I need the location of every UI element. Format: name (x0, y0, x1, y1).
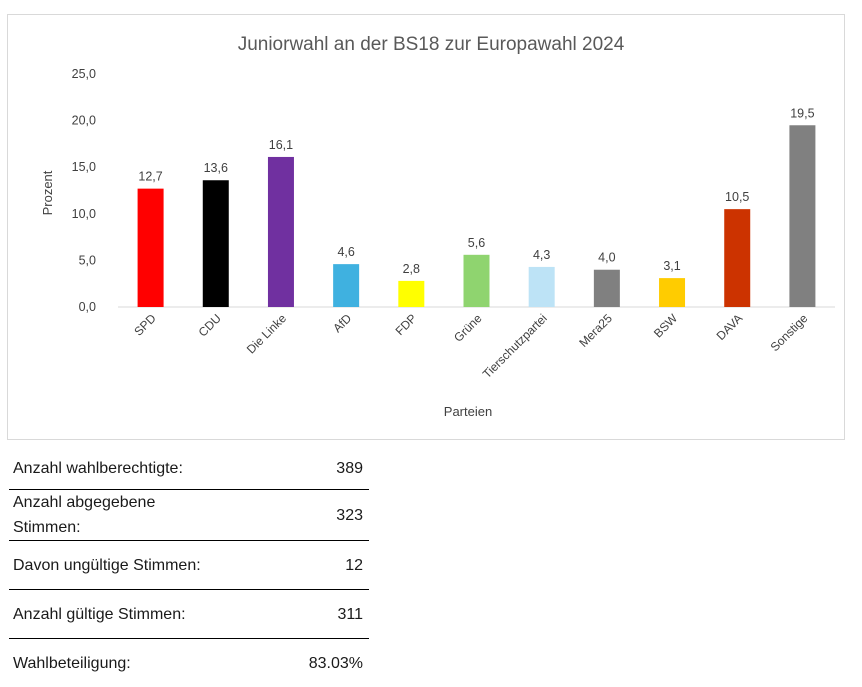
x-tick-label: Mera25 (576, 311, 615, 350)
x-tick-label: Tierschutzpartei (480, 311, 550, 381)
y-tick-label: 0,0 (79, 300, 96, 314)
y-tick-label: 15,0 (72, 160, 96, 174)
bar-tierschutzpartei (529, 267, 555, 307)
x-tick-label: FDP (393, 311, 420, 338)
y-tick-label: 20,0 (72, 114, 96, 128)
x-tick-label: SPD (131, 311, 159, 339)
chart-title: Juniorwahl an der BS18 zur Europawahl 20… (238, 34, 625, 55)
stats-row-eligible: Anzahl wahlberechtigte: 389 (9, 448, 369, 490)
stats-label: Davon ungültige Stimmen: (9, 541, 227, 590)
y-tick-label: 10,0 (72, 207, 96, 221)
bar-sonstige (789, 125, 815, 307)
x-tick-label: Sonstige (768, 311, 811, 354)
bar-spd (138, 189, 164, 307)
bar-series: 12,7 13,6 16,1 4,6 2,8 5,6 4,3 4,0 3,1 10,5 19,5 (138, 106, 816, 307)
stats-label: Anzahl abgegebene Stimmen: (9, 490, 227, 541)
data-label: 10,5 (725, 190, 749, 204)
chart-container: Juniorwahl an der BS18 zur Europawahl 20… (7, 14, 845, 440)
bar-die-linke (268, 157, 294, 307)
x-tick-label: Die Linke (244, 311, 290, 357)
y-tick-label: 25,0 (72, 67, 96, 81)
y-axis-ticks: 0,0 5,0 10,0 15,0 20,0 25,0 (72, 67, 96, 314)
x-axis-categories: SPD CDU Die Linke AfD FDP GrüneTierschutzpart… (131, 311, 810, 381)
stats-label: Anzahl gültige Stimmen: (9, 590, 227, 639)
bar-chart: Juniorwahl an der BS18 zur Europawahl 20… (8, 15, 846, 441)
stats-value: 389 (227, 448, 369, 490)
bar-mera25 (594, 270, 620, 307)
bar-bsw (659, 278, 685, 307)
stats-value: 12 (227, 541, 369, 590)
y-axis-title: Prozent (40, 170, 55, 215)
data-label: 4,3 (533, 248, 550, 262)
bar-cdu (203, 180, 229, 307)
data-label: 4,0 (598, 251, 615, 265)
stats-table: Anzahl wahlberechtigte: 389 Anzahl abgeg… (9, 448, 369, 687)
data-label: 4,6 (337, 245, 354, 259)
stats-value: 83.03% (227, 639, 369, 687)
bar-fdp (398, 281, 424, 307)
y-tick-label: 5,0 (79, 253, 96, 267)
bar-dava (724, 209, 750, 307)
stats-label: Wahlbeteiligung: (9, 639, 227, 687)
data-label: 5,6 (468, 236, 485, 250)
stats-row-valid: Anzahl gültige Stimmen: 311 (9, 590, 369, 639)
x-tick-label: Grüne (451, 311, 485, 345)
stats-row-invalid: Davon ungültige Stimmen: 12 (9, 541, 369, 590)
x-tick-label: BSW (651, 311, 681, 341)
bar-gr-ne (464, 255, 490, 307)
x-tick-label: DAVA (714, 311, 746, 343)
stats-value: 311 (227, 590, 369, 639)
stats-row-turnout: Wahlbeteiligung: 83.03% (9, 639, 369, 687)
data-label: 3,1 (663, 259, 680, 273)
data-label: 2,8 (403, 262, 420, 276)
data-label: 16,1 (269, 138, 293, 152)
stats-value: 323 (227, 490, 369, 541)
data-label: 13,6 (204, 161, 228, 175)
x-axis-title: Parteien (444, 404, 492, 419)
bar-afd (333, 264, 359, 307)
stats-row-cast: Anzahl abgegebene Stimmen: 323 (9, 490, 369, 541)
x-tick-label: CDU (196, 311, 224, 339)
data-label: 12,7 (138, 170, 162, 184)
stats-label: Anzahl wahlberechtigte: (9, 448, 227, 490)
data-label: 19,5 (790, 106, 814, 120)
x-tick-label: AfD (330, 311, 354, 335)
